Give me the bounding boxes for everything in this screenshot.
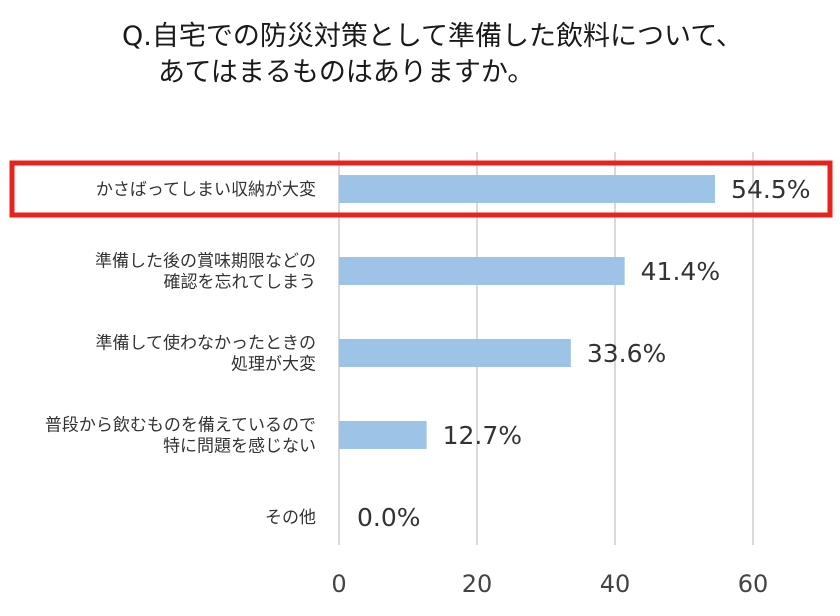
chart-title-line-1: Q.自宅での防災対策として準備した飲料について、 <box>122 21 743 52</box>
x-tick-label-20: 20 <box>462 570 493 598</box>
category-label-2-1: 処理が大変 <box>231 355 316 375</box>
value-label-0: 54.5% <box>731 175 810 204</box>
bar-0 <box>339 175 716 203</box>
value-label-1: 41.4% <box>641 257 720 286</box>
x-tick-label-60: 60 <box>738 570 769 598</box>
category-label-4-0: その他 <box>265 508 316 528</box>
category-label-2-0: 準備して使わなかったときの <box>96 333 317 354</box>
value-label-2: 33.6% <box>587 339 666 368</box>
value-label-4: 0.0% <box>357 503 421 532</box>
bar-1 <box>339 257 625 285</box>
category-label-3-0: 普段から飲むものを備えているので <box>45 416 316 436</box>
x-tick-label-0: 0 <box>331 570 346 598</box>
x-tick-label-40: 40 <box>600 570 631 598</box>
category-label-0-0: かさばってしまい収納が大変 <box>96 180 316 200</box>
category-label-1-0: 準備した後の賞味期限などの <box>95 252 316 272</box>
chart-title-line-2: あてはまるものはありますか。 <box>158 57 535 88</box>
highlight-frame <box>9 160 833 218</box>
bar-2 <box>339 339 571 367</box>
value-label-3: 12.7% <box>443 421 522 450</box>
category-label-3-1: 特に問題を感じない <box>163 437 316 457</box>
bar-3 <box>339 421 427 449</box>
category-label-1-1: 確認を忘れてしまう <box>164 273 317 293</box>
